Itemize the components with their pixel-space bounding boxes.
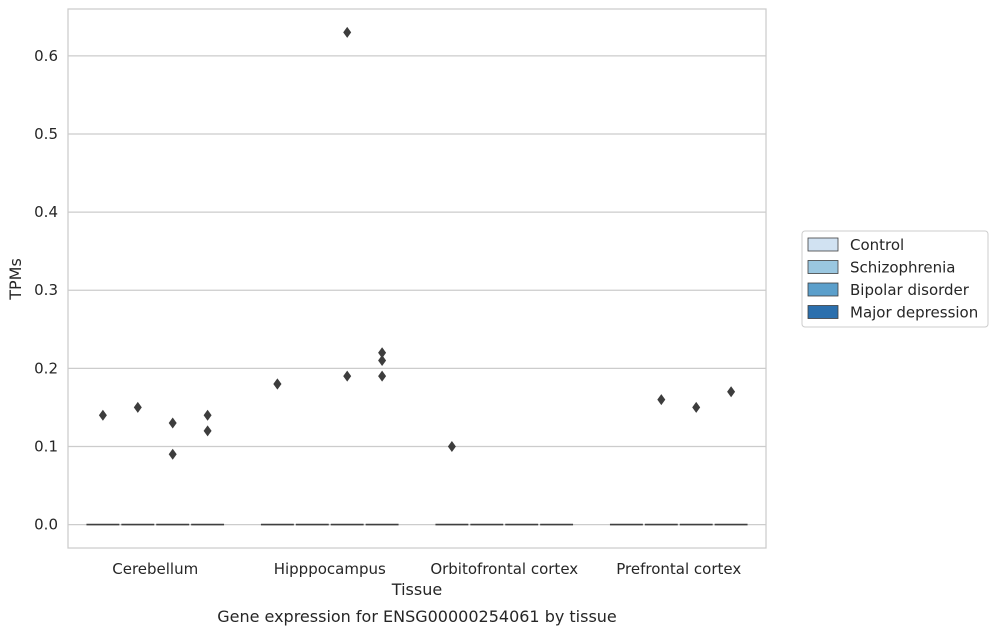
legend-label: Schizophrenia [850,259,955,277]
y-tick-label: 0.1 [34,437,58,455]
outlier-point [203,409,212,421]
y-tick-label: 0.5 [34,125,58,143]
legend-label: Major depression [850,304,978,322]
legend: Control Schizophrenia Bipolar disorder Majo… [801,230,989,328]
y-axis-ticks: 0.0 0.1 0.2 0.3 0.4 0.5 0.6 [34,47,58,534]
x-tick-label: Hipppocampus [274,560,386,578]
legend-label: Bipolar disorder [850,281,970,299]
legend-label: Control [850,236,904,254]
y-tick-label: 0.6 [34,47,58,65]
x-tick-label: Orbitofrontal cortex [430,560,578,578]
outlier-point [273,378,282,390]
outlier-point [447,440,456,452]
outlier-point [378,370,387,382]
outlier-point [203,425,212,437]
y-tick-label: 0.2 [34,359,58,377]
legend-swatch [807,282,839,297]
legend-frame [801,230,989,328]
outlier-point [692,401,701,413]
x-axis-label: Tissue [391,580,442,599]
y-tick-label: 0.0 [34,516,58,534]
outlier-point [133,401,142,413]
outlier-point [657,394,666,406]
chart-title: Gene expression for ENSG00000254061 by t… [217,607,617,626]
outlier-point [98,409,107,421]
y-tick-label: 0.3 [34,281,58,299]
legend-swatch [807,260,839,274]
x-tick-label: Cerebellum [112,560,198,578]
outlier-point [378,347,387,359]
outlier-point [343,370,352,382]
x-axis-ticks: Cerebellum Hipppocampus Orbitofrontal cort… [112,560,741,578]
y-axis-label: TPMs [6,258,25,301]
x-tick-label: Prefrontal cortex [616,560,741,578]
outlier-point [727,386,736,398]
legend-swatch [807,305,839,319]
outlier-point [378,355,387,367]
outlier-points [98,26,736,460]
plot-area [67,8,767,549]
y-tick-label: 0.4 [34,203,58,221]
gridlines [68,55,766,526]
outlier-point [168,417,177,429]
outlier-point [343,26,352,38]
outlier-point [168,448,177,460]
legend-swatch [807,237,839,252]
